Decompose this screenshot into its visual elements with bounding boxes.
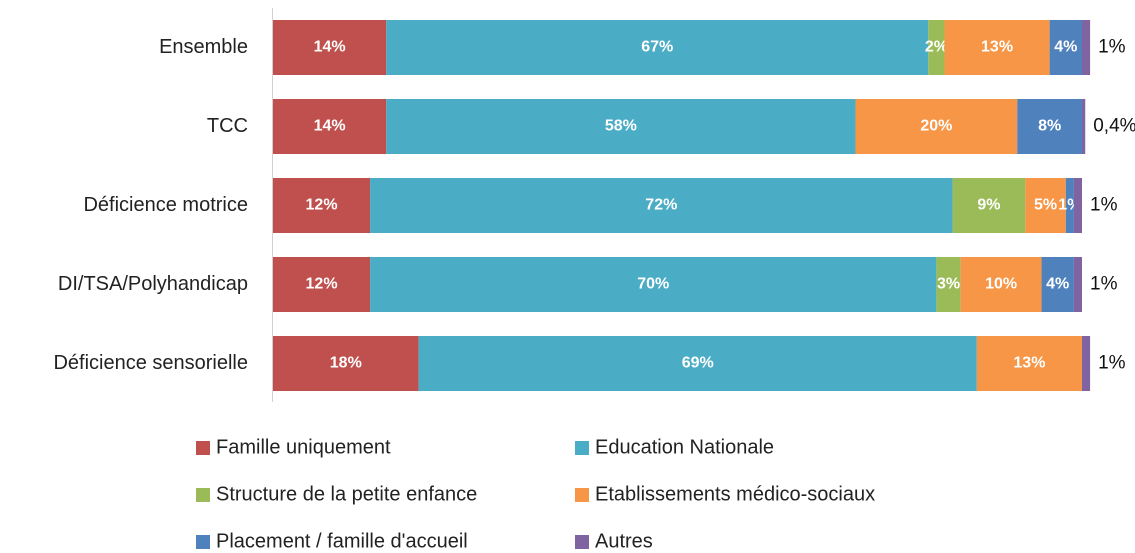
y-tick-label: Ensemble [159, 36, 248, 58]
data-label: 2% [925, 39, 948, 56]
legend-swatch [575, 441, 589, 455]
legend-label: Famille uniquement [216, 436, 391, 458]
legend-swatch [196, 488, 210, 502]
bar-segment [273, 336, 419, 391]
data-label: 70% [637, 276, 669, 293]
bar-segment [944, 20, 1050, 75]
data-label: 12% [306, 276, 338, 293]
legend-swatch [196, 441, 210, 455]
legend-label: Etablissements médico-sociaux [595, 483, 875, 505]
bar-segment [273, 20, 387, 75]
data-label: 1% [1098, 37, 1126, 58]
legend-label: Structure de la petite enfance [216, 483, 477, 505]
bar-segment [960, 257, 1042, 312]
bar-segment [1082, 336, 1091, 391]
data-label: 0,4% [1093, 116, 1135, 137]
bar-segment [936, 257, 961, 312]
data-label: 4% [1054, 39, 1077, 56]
data-label: 13% [1013, 355, 1045, 372]
data-label: 67% [641, 39, 673, 56]
data-label: 10% [985, 276, 1017, 293]
legend-label: Education Nationale [595, 436, 774, 458]
bar-segment [418, 336, 977, 391]
bar-segment [1065, 178, 1074, 233]
y-tick-label: Déficience motrice [83, 194, 248, 216]
y-tick-label: TCC [207, 115, 248, 137]
data-label: 72% [645, 197, 677, 214]
bar-segment [952, 178, 1026, 233]
data-label: 3% [937, 276, 960, 293]
data-label: 9% [977, 197, 1000, 214]
legend-label: Placement / famille d'accueil [216, 530, 468, 552]
bar-segment [386, 99, 856, 154]
bar-segment [273, 257, 371, 312]
data-label: 4% [1046, 276, 1069, 293]
data-label: 1% [1098, 353, 1126, 374]
data-label: 1% [1090, 195, 1118, 216]
bar-segment [1017, 99, 1082, 154]
bar-segment [928, 20, 945, 75]
data-label: 8% [1038, 118, 1061, 135]
legend-label: Autres [595, 530, 653, 552]
bar-segment [855, 99, 1018, 154]
data-label: 12% [306, 197, 338, 214]
bar-segment [273, 99, 387, 154]
bar-segment [386, 20, 929, 75]
data-label: 58% [605, 118, 637, 135]
bar-segment [273, 178, 371, 233]
legend-swatch [575, 488, 589, 502]
data-label: 20% [920, 118, 952, 135]
bar-segment [976, 336, 1082, 391]
data-label: 13% [981, 39, 1013, 56]
bar-segment [1041, 257, 1074, 312]
data-label: 14% [314, 39, 346, 56]
data-label: 69% [682, 355, 714, 372]
y-tick-label: Déficience sensorielle [53, 352, 248, 374]
bar-segment [1073, 178, 1082, 233]
bar-segment [1082, 99, 1086, 154]
data-label: 1% [1090, 274, 1118, 295]
data-label: 14% [314, 118, 346, 135]
data-label: 18% [330, 355, 362, 372]
legend-swatch [575, 535, 589, 549]
bar-segment [1049, 20, 1082, 75]
legend-swatch [196, 535, 210, 549]
bar-segment [1082, 20, 1091, 75]
y-tick-label: DI/TSA/Polyhandicap [58, 273, 248, 295]
data-label: 5% [1034, 197, 1057, 214]
bar-segment [370, 257, 937, 312]
bar-segment [370, 178, 953, 233]
bar-segment [1073, 257, 1082, 312]
bar-segment [1025, 178, 1066, 233]
